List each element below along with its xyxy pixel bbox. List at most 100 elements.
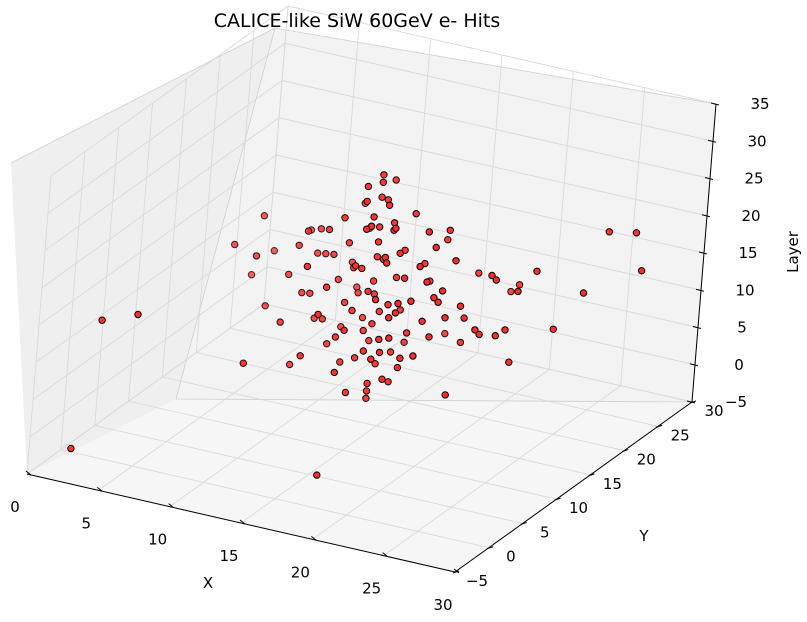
hit-point bbox=[391, 309, 400, 317]
y-tick-mark bbox=[486, 546, 494, 550]
hit-point bbox=[393, 363, 402, 372]
hit-point bbox=[423, 278, 431, 286]
hit-point bbox=[400, 338, 408, 346]
hit-point bbox=[354, 289, 362, 297]
hit-point bbox=[98, 316, 106, 324]
chart-title: CALICE-like SiW 60GeV e- Hits bbox=[214, 10, 500, 32]
z-tick-label: 0 bbox=[734, 356, 744, 374]
hit-point bbox=[362, 394, 370, 402]
x-axis-label: X bbox=[203, 574, 213, 592]
z-tick-mark bbox=[692, 326, 702, 329]
hit-point bbox=[317, 225, 326, 233]
x-axis-line bbox=[26, 473, 456, 573]
y-tick-label: 15 bbox=[603, 475, 622, 493]
hit-point bbox=[365, 336, 373, 345]
hit-point bbox=[549, 325, 557, 333]
z-tick-label: 30 bbox=[747, 132, 766, 150]
hit-point bbox=[306, 289, 314, 297]
hit-point bbox=[375, 335, 383, 344]
hit-point bbox=[441, 391, 449, 399]
hit-point bbox=[261, 302, 269, 310]
hit-point bbox=[579, 289, 588, 297]
z-tick-mark bbox=[707, 139, 717, 143]
hit-point bbox=[491, 332, 499, 340]
panes bbox=[10, 27, 717, 572]
y-tick-mark bbox=[520, 521, 527, 525]
z-grid-line bbox=[50, 5, 717, 177]
hit-point bbox=[378, 375, 386, 383]
hit-point bbox=[351, 262, 360, 270]
x-tick-label: 30 bbox=[433, 596, 452, 614]
hit-point bbox=[322, 283, 331, 291]
y-tick-mark bbox=[554, 497, 561, 501]
hit-point bbox=[637, 267, 646, 275]
hit-point bbox=[373, 253, 381, 261]
z-tick-mark bbox=[701, 214, 711, 218]
x-tick-label: 15 bbox=[219, 547, 238, 565]
hit-point bbox=[296, 352, 304, 360]
hit-point bbox=[456, 302, 465, 310]
hit-point bbox=[460, 314, 468, 322]
hit-point bbox=[359, 347, 367, 355]
hit-point bbox=[425, 228, 433, 236]
x-tick-mark bbox=[311, 535, 317, 541]
hit-point bbox=[452, 257, 460, 265]
hit-point bbox=[314, 249, 322, 257]
z-tick-label: −5 bbox=[725, 393, 747, 411]
z-tick-mark bbox=[698, 251, 708, 255]
hit-point bbox=[402, 329, 411, 337]
z-grid-line bbox=[38, 154, 705, 326]
hit-point bbox=[396, 354, 404, 362]
z-axis-label: Layer bbox=[784, 230, 802, 273]
hit-point bbox=[340, 298, 349, 307]
x-tick-mark bbox=[25, 470, 32, 476]
hit-point bbox=[368, 320, 376, 328]
hit-point bbox=[341, 214, 349, 222]
hit-point bbox=[425, 333, 433, 341]
hit-point bbox=[358, 313, 367, 322]
hit-point bbox=[488, 271, 496, 280]
x-tick-label: 0 bbox=[10, 498, 20, 516]
hit-point bbox=[276, 318, 284, 326]
y-tick-label: 0 bbox=[506, 548, 516, 566]
x-tick-label: 25 bbox=[362, 580, 381, 598]
hit-point bbox=[348, 306, 356, 315]
hit-point bbox=[330, 250, 338, 259]
y-tick-mark bbox=[655, 424, 663, 428]
hit-point bbox=[392, 224, 400, 233]
hit-point bbox=[358, 264, 366, 273]
hit-point bbox=[304, 227, 313, 235]
hit-point bbox=[252, 252, 261, 260]
hit-point bbox=[364, 287, 372, 296]
hit-point bbox=[605, 228, 613, 236]
z-grid-line bbox=[41, 117, 708, 289]
hit-point bbox=[295, 241, 303, 250]
hit-point bbox=[375, 307, 383, 316]
y-tick-label: 20 bbox=[637, 451, 656, 469]
hit-point bbox=[330, 368, 338, 377]
hit-point bbox=[505, 358, 513, 366]
hit-point bbox=[134, 310, 142, 319]
hit-point bbox=[409, 352, 417, 360]
hit-point bbox=[371, 360, 379, 368]
hit-point bbox=[385, 334, 393, 342]
z-tick-mark bbox=[686, 400, 696, 404]
y-tick-label: 10 bbox=[569, 499, 588, 517]
y-tick-label: 5 bbox=[540, 523, 550, 541]
hit-point bbox=[285, 270, 293, 279]
x-tick-mark bbox=[239, 519, 246, 525]
back-pane bbox=[176, 28, 716, 402]
hit-point bbox=[364, 182, 373, 191]
hit-point bbox=[318, 315, 326, 323]
hit-point bbox=[392, 273, 401, 282]
hit-point bbox=[376, 223, 384, 231]
hit-point bbox=[515, 281, 524, 289]
hit-point bbox=[501, 326, 509, 334]
hit-point bbox=[247, 271, 256, 279]
hit-point bbox=[285, 360, 294, 369]
hit-point bbox=[341, 388, 350, 397]
x-tick-label: 5 bbox=[82, 514, 92, 532]
hit-point bbox=[430, 294, 438, 302]
hit-point bbox=[418, 317, 426, 325]
